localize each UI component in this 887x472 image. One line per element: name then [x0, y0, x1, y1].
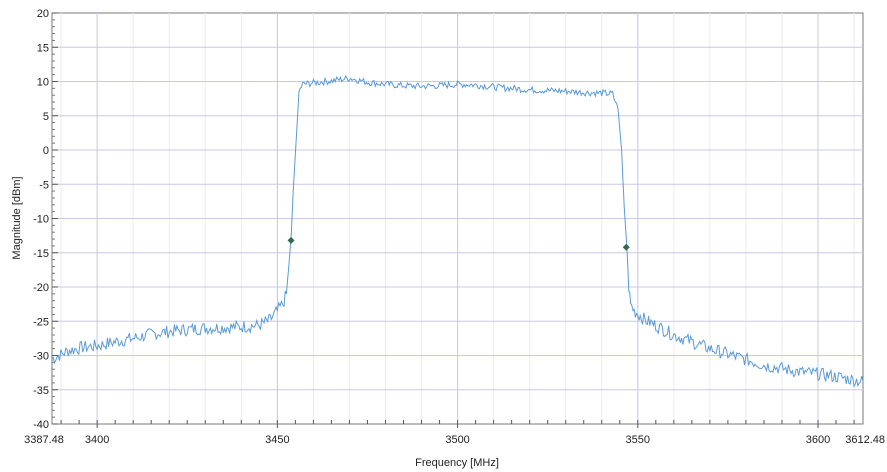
series-line — [51, 74, 864, 388]
y-tick-label: -30 — [33, 351, 49, 363]
y-tick-label: 20 — [37, 8, 49, 20]
x-tick-label: 3600 — [806, 434, 830, 446]
x-tick-label: 3400 — [85, 434, 109, 446]
y-tick-label: -15 — [33, 248, 49, 260]
y-tick-label: -40 — [33, 419, 49, 431]
y-tick-label: -25 — [33, 316, 49, 328]
x-tick-label: 3500 — [445, 434, 469, 446]
x-tick-label: 3550 — [626, 434, 650, 446]
y-tick-label: -35 — [33, 385, 49, 397]
marker-layer — [287, 236, 630, 251]
marker-point — [287, 236, 295, 244]
tick-labels: 20 15 10 5 0 -5 -10 -15 -20 -25 -30 -35 -40 3387.48 34… — [24, 8, 885, 446]
y-tick-label: 15 — [37, 42, 49, 54]
marker-point — [622, 243, 630, 251]
x-axis-title: Frequency [MHz] — [415, 457, 499, 469]
y-tick-label: -10 — [33, 214, 49, 226]
x-tick-label: 3612.48 — [845, 434, 885, 446]
x-tick-label: 3387.48 — [24, 434, 64, 446]
series-layer — [51, 74, 864, 388]
y-tick-label: 10 — [37, 77, 49, 89]
y-axis-title: Magnitude [dBm] — [11, 176, 23, 259]
y-tick-label: 0 — [43, 145, 49, 157]
y-tick-label: -5 — [39, 179, 49, 191]
y-tick-label: -20 — [33, 282, 49, 294]
y-tick-label: 5 — [43, 111, 49, 123]
axis-ticks — [52, 12, 855, 428]
x-tick-label: 3450 — [265, 434, 289, 446]
grid — [52, 13, 863, 424]
